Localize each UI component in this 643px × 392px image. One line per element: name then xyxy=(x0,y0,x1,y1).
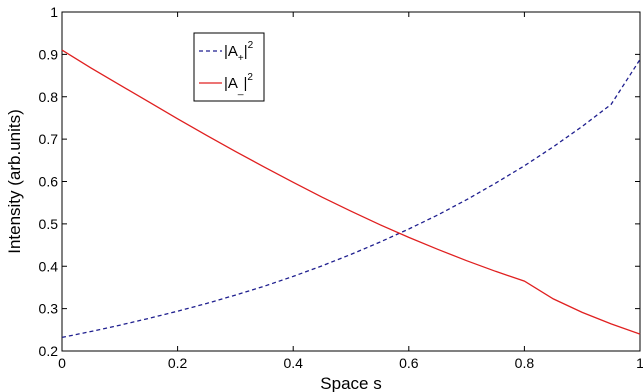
y-tick-label: 0.6 xyxy=(39,174,59,190)
series-line-1 xyxy=(61,49,641,335)
x-axis-label: Space s xyxy=(320,374,381,392)
y-tick-label: 0.7 xyxy=(39,131,59,147)
y-tick-label: 0.8 xyxy=(39,89,59,105)
y-tick-label: 0.5 xyxy=(39,216,59,232)
series-layer xyxy=(61,49,641,339)
y-tick-label: 0.4 xyxy=(39,258,59,274)
x-axis-ticks: 0 0.2 0.4 0.6 0.8 1 xyxy=(58,12,643,371)
x-tick-label: 0.4 xyxy=(283,355,303,371)
y-tick-label: 0.3 xyxy=(39,301,59,317)
legend: |A+|2|A_|2 xyxy=(193,32,265,102)
plot-frame xyxy=(61,11,641,352)
x-tick-label: 0 xyxy=(58,355,66,371)
legend-entry-0: |A+|2 xyxy=(224,40,254,64)
legend-base: |A xyxy=(224,43,238,60)
x-tick-label: 1 xyxy=(636,355,643,371)
plot-area: 0 0.2 0.4 0.6 0.8 1 0.20.30.40.50.60.70.80.91 xyxy=(39,4,643,371)
legend-box xyxy=(193,32,265,102)
x-tick-label: 0.2 xyxy=(168,355,188,371)
y-tick-label: 0.9 xyxy=(39,46,59,62)
legend-superscript: 2 xyxy=(247,72,253,83)
y-tick-label: 1 xyxy=(50,4,58,20)
x-tick-label: 0.8 xyxy=(515,355,535,371)
y-axis-ticks: 0.2 0.3 0.4 0.5 0.6 0.7 0.8 0.9 1 xyxy=(39,4,640,359)
legend-bar: | xyxy=(244,43,248,60)
legend-subscript: _ xyxy=(237,85,244,96)
legend-superscript: 2 xyxy=(248,40,254,51)
series-line-0 xyxy=(61,59,641,339)
y-axis-label: Intensity (arb.units) xyxy=(5,109,24,254)
y-tick-label: 0.2 xyxy=(39,343,59,359)
legend-entry-1: |A_|2 xyxy=(224,72,253,96)
legend-bar: | xyxy=(243,75,247,92)
legend-base: |A xyxy=(224,75,238,92)
x-tick-label: 0.6 xyxy=(399,355,419,371)
legend-subscript: + xyxy=(238,53,244,64)
